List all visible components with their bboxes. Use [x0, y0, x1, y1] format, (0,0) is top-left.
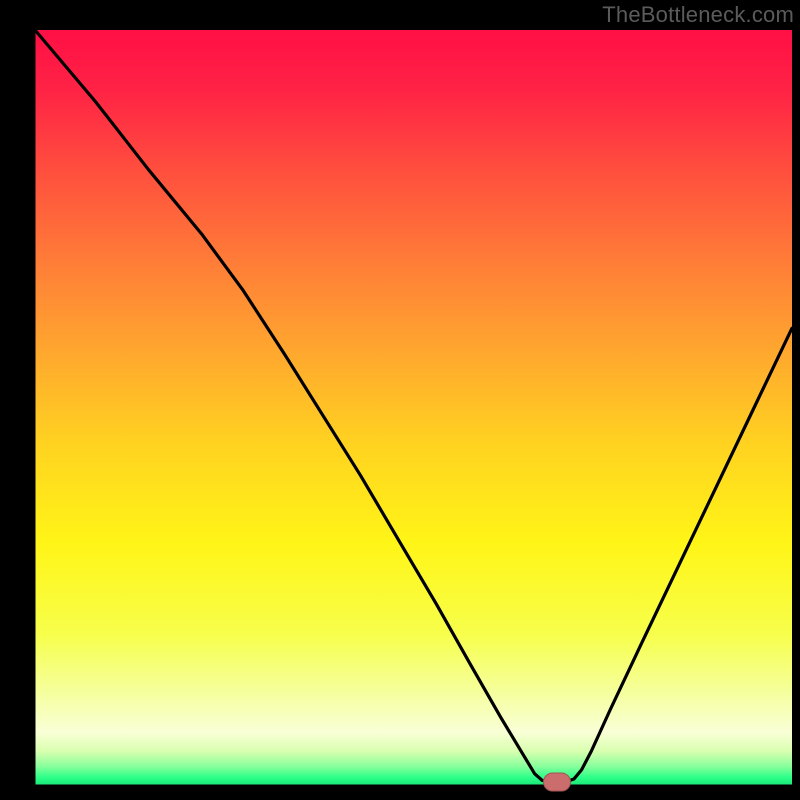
bottleneck-chart: TheBottleneck.com	[0, 0, 800, 800]
optimal-point-marker	[543, 772, 571, 791]
bottleneck-curve	[35, 30, 792, 782]
curve-overlay	[0, 0, 800, 800]
watermark-text: TheBottleneck.com	[602, 0, 800, 28]
